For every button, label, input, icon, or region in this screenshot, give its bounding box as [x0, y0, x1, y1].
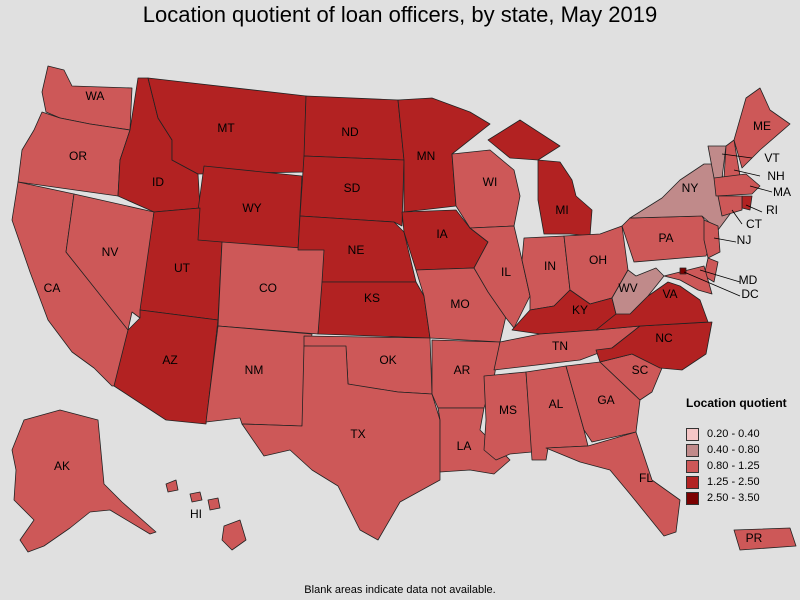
state-label-or: OR	[69, 149, 87, 163]
state-label-co: CO	[259, 281, 277, 295]
legend-label: 1.25 - 2.50	[707, 476, 760, 488]
state-label-ia: IA	[436, 227, 447, 241]
state-label-ma: MA	[773, 185, 791, 199]
state-label-pr: PR	[746, 531, 763, 545]
legend-swatch	[686, 475, 699, 489]
state-label-nd: ND	[341, 125, 359, 139]
legend-swatch	[686, 443, 699, 457]
legend-item-5: 2.50 - 3.50	[686, 490, 798, 506]
state-md[interactable]	[663, 265, 713, 295]
state-label-id: ID	[152, 175, 164, 189]
state-label-nc: NC	[655, 331, 673, 345]
state-mi[interactable]	[487, 119, 593, 237]
state-fl[interactable]	[545, 431, 681, 537]
state-label-nm: NM	[245, 363, 264, 377]
state-il[interactable]	[469, 225, 531, 329]
state-tx[interactable]	[241, 345, 441, 541]
legend-label: 0.80 - 1.25	[707, 460, 760, 472]
state-la[interactable]	[437, 407, 511, 475]
state-dc[interactable]	[679, 267, 687, 275]
state-label-mi: MI	[555, 203, 568, 217]
state-label-ny: NY	[682, 181, 699, 195]
legend-label: 2.50 - 3.50	[707, 492, 760, 504]
legend-label: 0.20 - 0.40	[707, 428, 760, 440]
state-label-ak: AK	[54, 459, 70, 473]
state-label-sd: SD	[344, 181, 361, 195]
state-label-va: VA	[662, 287, 677, 301]
state-label-ne: NE	[348, 243, 365, 257]
legend: Location quotient 0.20 - 0.40 0.40 - 0.8…	[686, 396, 798, 506]
state-label-ga: GA	[597, 393, 614, 407]
legend-item-1: 0.20 - 0.40	[686, 426, 798, 442]
state-label-ut: UT	[174, 261, 191, 275]
state-label-pa: PA	[658, 231, 673, 245]
state-label-vt: VT	[764, 151, 780, 165]
state-label-az: AZ	[162, 353, 177, 367]
state-label-ar: AR	[454, 363, 471, 377]
state-label-ct: CT	[746, 217, 763, 231]
legend-item-2: 0.40 - 0.80	[686, 442, 798, 458]
state-label-nv: NV	[102, 245, 119, 259]
state-label-ok: OK	[379, 353, 396, 367]
state-nc[interactable]	[595, 321, 713, 371]
state-label-ky: KY	[572, 303, 588, 317]
state-label-al: AL	[549, 397, 564, 411]
state-pr[interactable]	[733, 527, 797, 551]
state-ma[interactable]	[713, 173, 761, 197]
state-label-me: ME	[753, 119, 771, 133]
state-label-hi: HI	[190, 507, 202, 521]
legend-title: Location quotient	[686, 396, 787, 410]
state-label-mt: MT	[217, 121, 235, 135]
state-label-tn: TN	[552, 339, 568, 353]
state-label-mo: MO	[450, 297, 469, 311]
state-label-wa: WA	[86, 89, 105, 103]
legend-swatch	[686, 427, 699, 441]
state-label-ca: CA	[44, 281, 61, 295]
state-label-ks: KS	[364, 291, 380, 305]
state-hi[interactable]	[165, 479, 247, 551]
state-label-sc: SC	[632, 363, 649, 377]
state-label-md: MD	[739, 273, 758, 287]
state-label-nh: NH	[767, 169, 784, 183]
state-label-nj: NJ	[737, 233, 752, 247]
state-label-wv: WV	[618, 281, 637, 295]
state-label-la: LA	[457, 439, 472, 453]
state-ct[interactable]	[717, 195, 743, 217]
legend-swatch	[686, 459, 699, 473]
state-label-tx: TX	[350, 427, 365, 441]
state-az[interactable]	[113, 309, 219, 425]
legend-label: 0.40 - 0.80	[707, 444, 760, 456]
state-label-oh: OH	[589, 253, 607, 267]
state-label-in: IN	[544, 259, 556, 273]
legend-item-4: 1.25 - 2.50	[686, 474, 798, 490]
state-label-il: IL	[501, 265, 511, 279]
state-me[interactable]	[733, 87, 791, 169]
state-wi[interactable]	[451, 149, 521, 229]
state-label-ri: RI	[766, 203, 778, 217]
state-sd[interactable]	[299, 155, 405, 227]
legend-item-3: 0.80 - 1.25	[686, 458, 798, 474]
footnote: Blank areas indicate data not available.	[304, 584, 496, 596]
state-label-dc: DC	[741, 287, 759, 301]
state-ri[interactable]	[741, 195, 753, 211]
state-nj[interactable]	[703, 219, 721, 259]
state-label-ms: MS	[499, 403, 517, 417]
state-ak[interactable]	[11, 409, 157, 553]
map-title: Location quotient of loan officers, by s…	[142, 2, 658, 27]
state-label-wy: WY	[242, 201, 261, 215]
state-label-fl: FL	[639, 471, 653, 485]
state-label-mn: MN	[417, 149, 436, 163]
state-label-wi: WI	[483, 175, 498, 189]
legend-swatch	[686, 491, 699, 505]
